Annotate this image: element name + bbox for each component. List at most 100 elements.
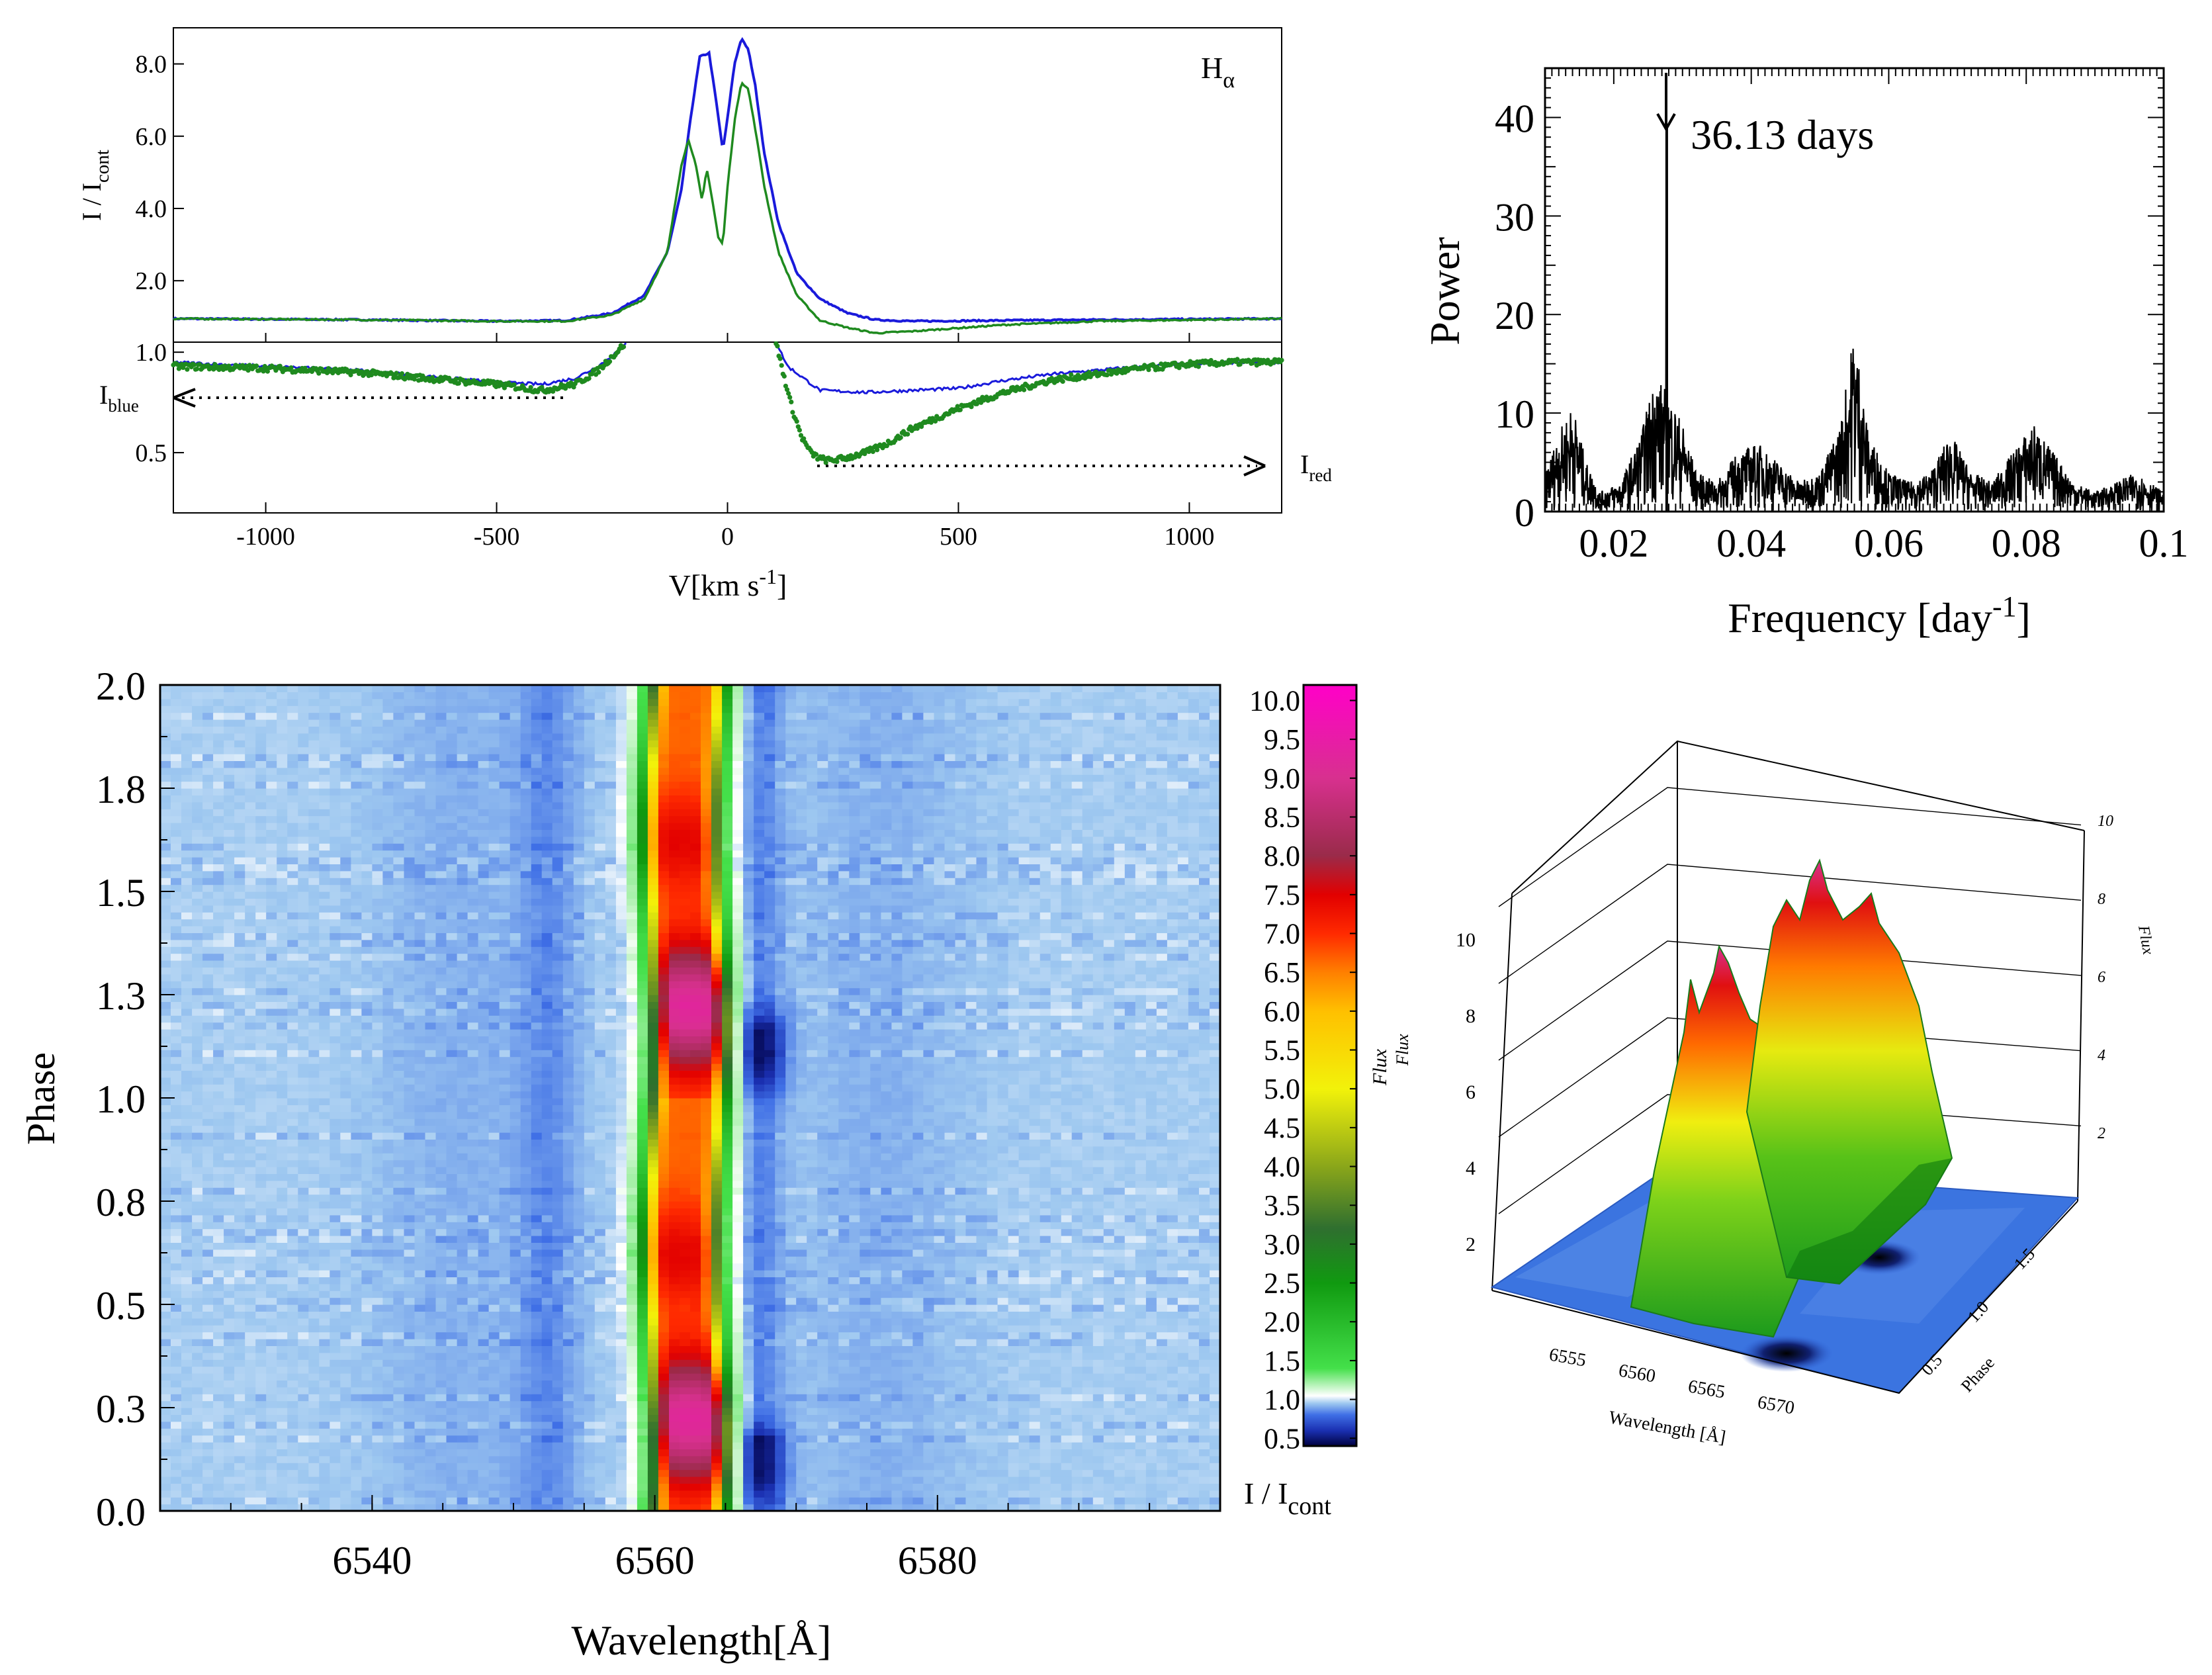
heatmap-cell [351,1483,362,1491]
heatmap-cell [393,1263,404,1271]
heatmap-cell [478,1373,490,1381]
heatmap-cell [764,1435,775,1443]
heatmap-cell [245,1428,256,1436]
heatmap-cell [245,1366,256,1374]
heatmap-cell [171,1283,182,1291]
heatmap-cell [997,1277,1009,1285]
heatmap-cell [965,1400,977,1408]
heatmap-cell [446,1332,458,1339]
heatmap-cell [849,1483,860,1491]
heatmap-cell [669,1373,680,1381]
heatmap-cell [573,1339,585,1346]
heatmap-cell [393,1373,404,1381]
heatmap-cell [902,1249,913,1257]
heatmap-cell [754,1380,765,1388]
heatmap-cell [1114,1318,1126,1326]
heatmap-cell [732,1304,744,1312]
heatmap-cell [881,1380,892,1388]
heatmap-cell [838,1339,850,1346]
heatmap-cell [319,1435,330,1443]
heatmap-cell [1156,1449,1168,1457]
heatmap-cell [796,1325,807,1333]
heatmap-cell [902,1256,913,1264]
heatmap-cell [1040,1339,1051,1346]
heatmap-cell [372,1318,383,1326]
heatmap-cell [923,1283,934,1291]
heatmap-cell [298,1373,309,1381]
heatmap-cell [637,1386,648,1394]
heatmap-cell [478,1421,490,1429]
heatmap-cell [817,1504,828,1512]
heatmap-cell [934,1394,946,1402]
heatmap-cell [1135,1297,1147,1305]
heatmap-cell [594,1408,606,1415]
heatmap-cell [923,1290,934,1298]
heatmap-cell [255,1366,267,1374]
heatmap-cell [531,1414,543,1422]
heatmap-cell [976,1463,988,1471]
heatmap-cell [1103,1256,1115,1264]
heatmap-cell [446,1490,458,1498]
heatmap-cell [541,1504,553,1512]
heatmap-cell [785,1421,797,1429]
heatmap-cell [562,1476,574,1484]
heatmap-cell [669,1490,680,1498]
heatmap-cell [764,1504,775,1512]
y-tick-label: 20 [1495,294,1534,338]
heatmap-cell [1177,1386,1189,1394]
heatmap-cell [1082,1380,1094,1388]
heatmap-cell [1145,1469,1157,1477]
heatmap-cell [330,1332,341,1339]
heatmap-cell [446,1442,458,1449]
heatmap-cell [499,1483,511,1491]
ratio-series-point [586,376,592,381]
heatmap-cell [1135,1463,1147,1471]
heatmap-cell [488,1318,500,1326]
heatmap-cell [615,1277,627,1285]
heatmap-cell [393,1332,404,1339]
heatmap-cell [997,1359,1009,1367]
heatmap-cell [478,1332,490,1339]
heatmap-cell [828,1476,839,1484]
heatmap-cell [1018,1290,1030,1298]
heatmap-cell [1145,1476,1157,1484]
heatmap-cell [1156,1311,1168,1319]
heatmap-cell [838,1283,850,1291]
i-red-label: Ired [1300,449,1332,485]
heatmap-cell [446,1311,458,1319]
heatmap-cell [626,1332,638,1339]
heatmap-cell [615,1504,627,1512]
heatmap-cell [1050,1290,1062,1298]
heatmap-cell [245,1270,256,1277]
heatmap-cell [1210,1428,1221,1436]
heatmap-cell [1124,1270,1136,1277]
heatmap-cell [615,1483,627,1491]
heatmap-cell [870,1256,881,1264]
heatmap-cell [647,1270,659,1277]
heatmap-cell [520,1449,532,1457]
heatmap-cell [976,1339,988,1346]
heatmap-cell [934,1325,946,1333]
heatmap-cell [393,1386,404,1394]
heatmap-cell [701,1236,712,1243]
heatmap-cell [923,1408,934,1415]
heatmap-cell [245,1442,256,1449]
heatmap-cell [224,1339,235,1346]
x-tick-label: 0.06 [1854,521,1924,565]
heatmap-cell [626,1304,638,1312]
heatmap-cell [701,1297,712,1305]
heatmap-cell [934,1311,946,1319]
heatmap-cell [764,1408,775,1415]
heatmap-cell [382,1304,394,1312]
heatmap-cell [224,1428,235,1436]
heatmap-cell [955,1366,967,1374]
heatmap-cell [372,1421,383,1429]
heatmap-cell [1103,1297,1115,1305]
heatmap-cell [351,1297,362,1305]
heatmap-cell [202,1476,214,1484]
heatmap-cell [722,1366,733,1374]
heatmap-cell [807,1400,818,1408]
heatmap-cell [287,1236,298,1243]
heatmap-cell [1092,1476,1104,1484]
heatmap-cell [934,1463,946,1471]
